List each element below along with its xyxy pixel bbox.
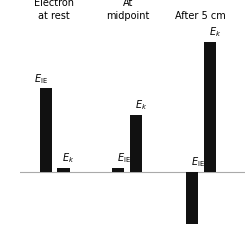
Bar [204,42,216,172]
Bar [186,172,198,224]
Text: $E_{\mathrm{IE}}$: $E_{\mathrm{IE}}$ [117,151,131,165]
Text: $E_k$: $E_k$ [209,25,221,39]
Text: $E_{\mathrm{IE}}$: $E_{\mathrm{IE}}$ [34,72,48,86]
Text: $E_{\mathrm{IE}}$: $E_{\mathrm{IE}}$ [191,156,205,169]
Text: At
midpoint: At midpoint [106,0,149,21]
Text: $E_k$: $E_k$ [135,98,147,112]
Bar [112,168,124,172]
Bar [40,88,52,172]
Bar [57,168,70,172]
Text: $E_k$: $E_k$ [62,151,75,165]
Bar [130,114,142,172]
Text: Electron
at rest: Electron at rest [34,0,74,21]
Text: After 5 cm: After 5 cm [174,11,225,21]
